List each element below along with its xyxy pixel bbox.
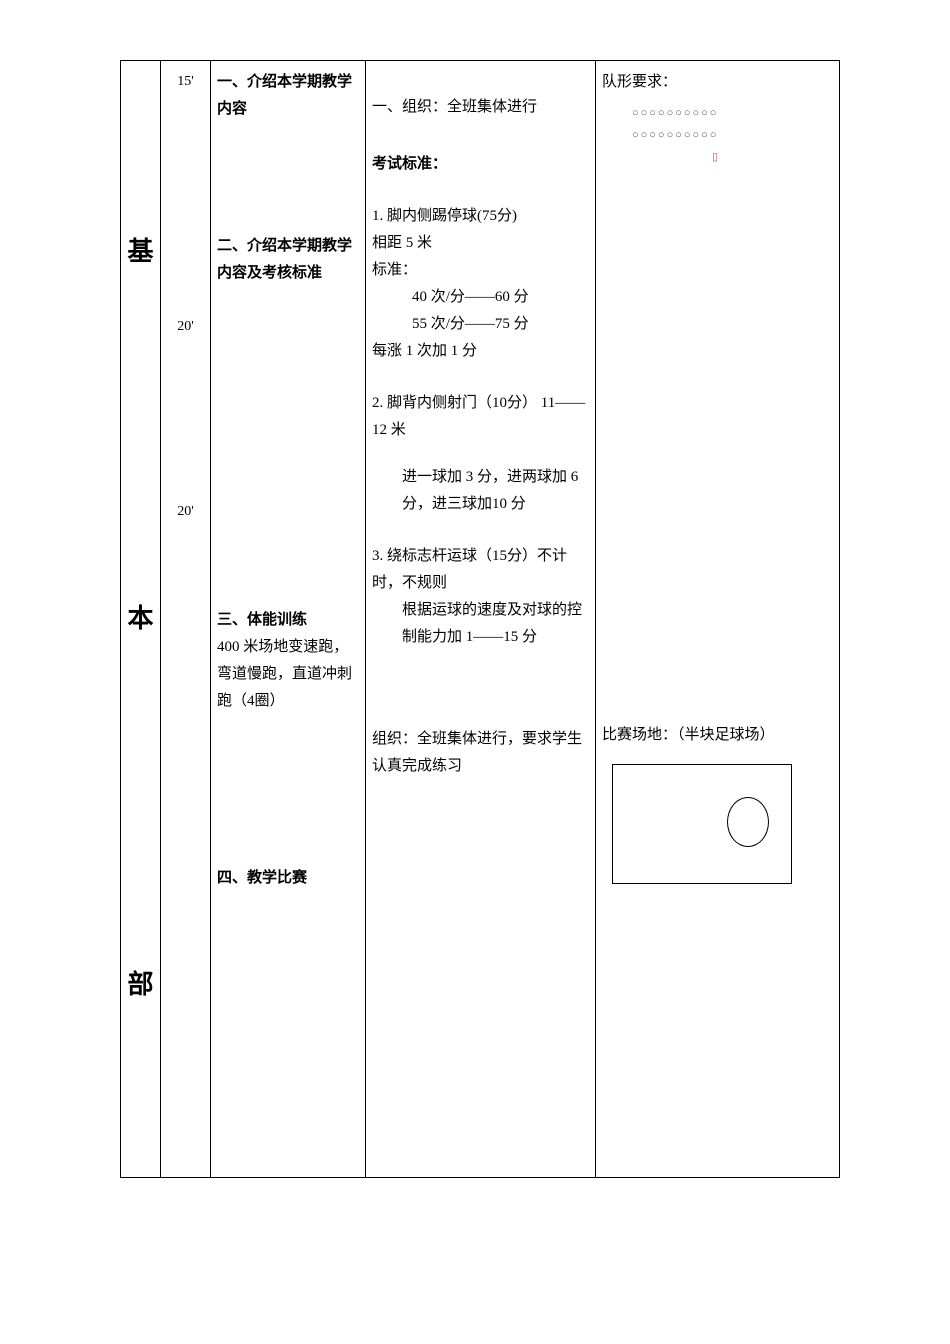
section-2-title: 二、介绍本学期教学内容及考核标准	[217, 233, 359, 287]
time-3: 20'	[167, 499, 204, 524]
exam-item-2-l1: 进一球加 3 分，进两球加 6 分，进三球加10 分	[372, 464, 589, 518]
formation-req-title: 队形要求：	[602, 69, 833, 96]
venue-label: 比赛场地：（半块足球场）	[602, 722, 833, 749]
side-char-3: 部	[127, 962, 153, 1009]
org-line-2: 组织：全班集体进行，要求学生认真完成练习	[372, 726, 589, 780]
exam-item-3-title: 3. 绕标志杆运球（15分）不计时，不规则	[372, 543, 589, 597]
section-3-body: 400 米场地变速跑，弯道慢跑，直道冲刺跑（4圈）	[217, 634, 359, 715]
time-column: 15' 20' 20'	[161, 61, 211, 1178]
exam-item-2-title: 2. 脚背内侧射门（10分） 11——12 米	[372, 390, 589, 444]
side-label-inner: 基 本 部	[127, 69, 154, 1169]
lesson-plan-table: 基 本 部 15' 20' 20' 一、介绍本学期教学内容 二、介绍本学期教学内…	[120, 60, 840, 1178]
exam-item-1-title: 1. 脚内侧踢停球(75分)	[372, 203, 589, 230]
exam-item-1-l5: 每涨 1 次加 1 分	[372, 338, 589, 365]
org-line-1: 一、组织：全班集体进行	[372, 94, 589, 121]
exam-standard-title: 考试标准：	[372, 151, 589, 178]
field-diagram	[612, 764, 792, 884]
exam-item-1-l4: 55 次/分——75 分	[372, 311, 589, 338]
formation-dots-2: ○○○○○○○○○○	[632, 126, 833, 146]
exam-item-1-l3: 40 次/分——60 分	[372, 284, 589, 311]
side-label-cell: 基 本 部	[121, 61, 161, 1178]
organization-column: 一、组织：全班集体进行 考试标准： 1. 脚内侧踢停球(75分) 相距 5 米 …	[366, 61, 596, 1178]
time-2: 20'	[167, 314, 204, 339]
exam-item-1-l2: 标准：	[372, 257, 589, 284]
formation-column: 队形要求： ○○○○○○○○○○ ○○○○○○○○○○ ▯ 比赛场地：（半块足球…	[596, 61, 840, 1178]
section-3-title: 三、体能训练	[217, 607, 359, 634]
section-1-title: 一、介绍本学期教学内容	[217, 69, 359, 123]
exam-item-3-l1: 根据运球的速度及对球的控制能力加 1——15 分	[372, 597, 589, 651]
side-char-2: 本	[127, 596, 153, 643]
section-4-title: 四、教学比赛	[217, 865, 359, 892]
field-circle-icon	[727, 797, 769, 847]
side-char-1: 基	[127, 229, 153, 276]
content-column: 一、介绍本学期教学内容 二、介绍本学期教学内容及考核标准 三、体能训练 400 …	[211, 61, 366, 1178]
exam-item-1-l1: 相距 5 米	[372, 230, 589, 257]
teacher-mark-icon: ▯	[712, 148, 833, 168]
formation-dots-1: ○○○○○○○○○○	[632, 104, 833, 124]
time-1: 15'	[167, 69, 204, 94]
